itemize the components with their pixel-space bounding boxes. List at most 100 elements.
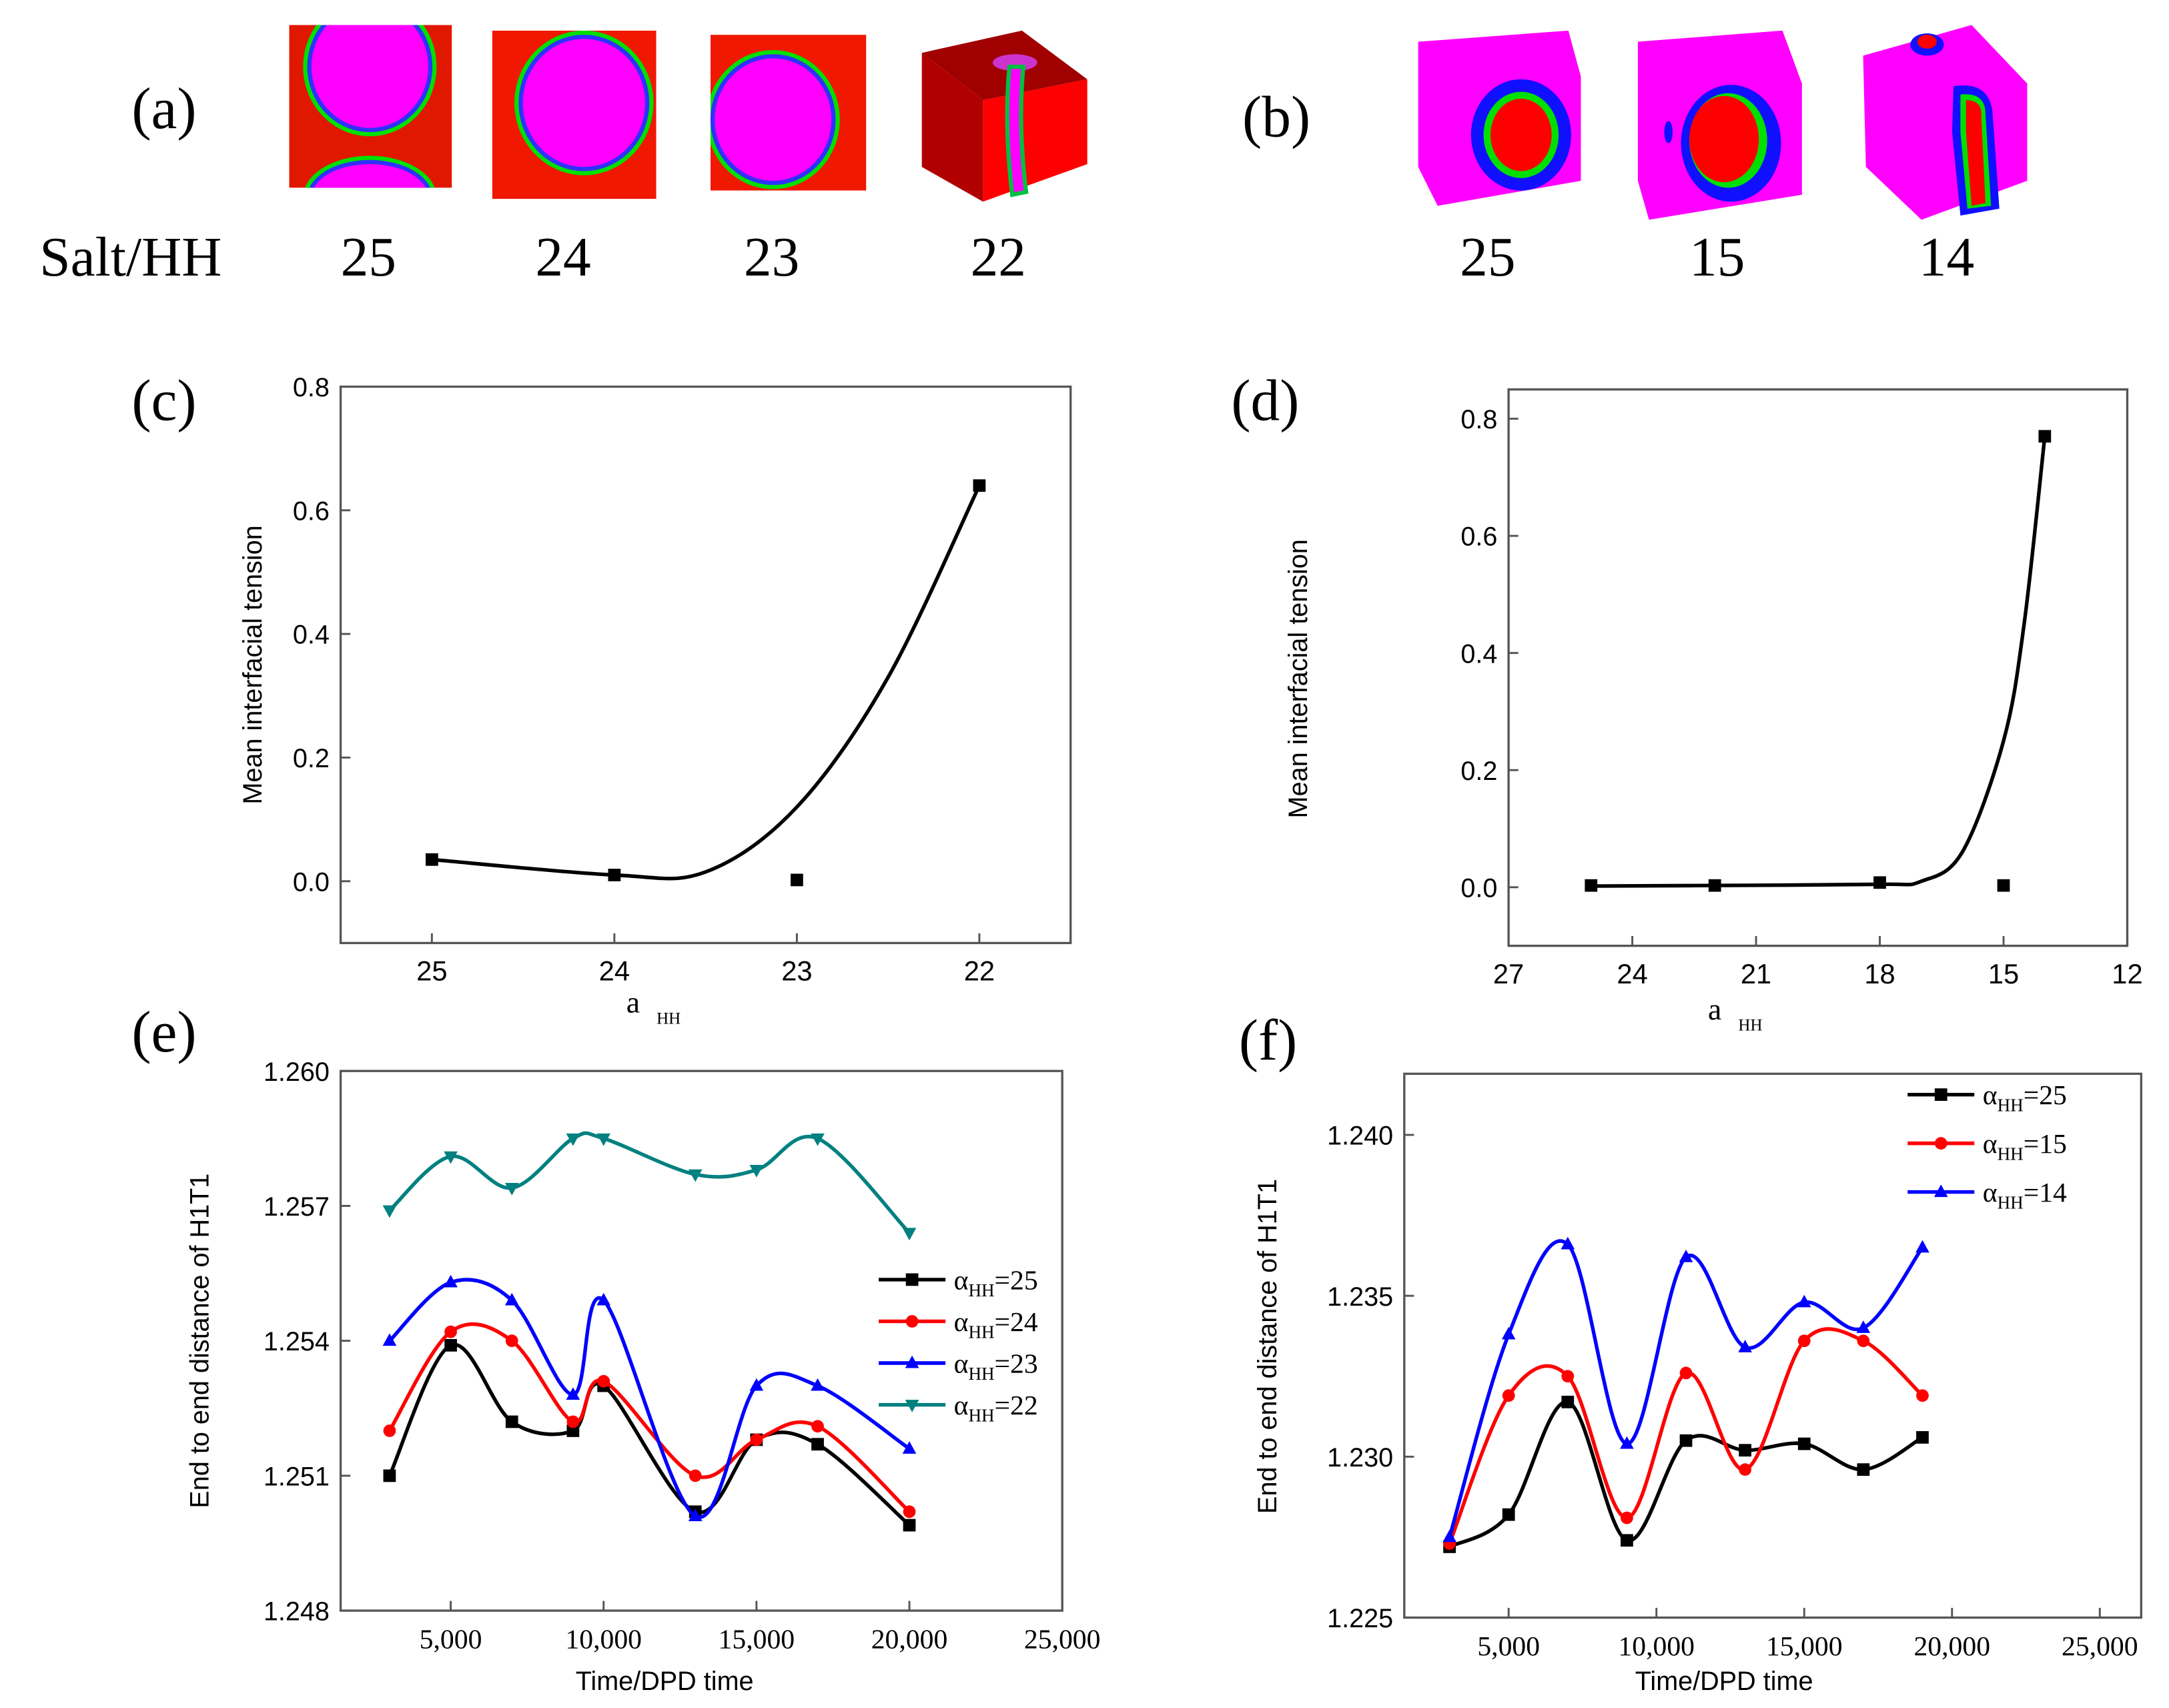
- data-point: [1738, 1340, 1752, 1352]
- legend-symbol: α: [1983, 1178, 1998, 1208]
- y-tick-label: 1.240: [1327, 1122, 1393, 1151]
- legend-item: αHH=25: [1907, 1080, 2067, 1116]
- y-tick-label: 1.230: [1327, 1443, 1393, 1472]
- y-axis-title: Mean interfacial tension: [238, 525, 268, 804]
- panel-f-label: (f): [1239, 1008, 1297, 1073]
- y-axis-title: Mean interfacial tension: [1284, 539, 1313, 818]
- data-point: [902, 1228, 917, 1241]
- legend-marker: [905, 1273, 919, 1286]
- legend-label: αHH=22: [954, 1390, 1038, 1425]
- series-a25: [383, 1339, 916, 1532]
- legend-subscript: HH: [968, 1364, 994, 1384]
- data-point: [1585, 879, 1598, 892]
- x-axis-title: Time/DPD time: [576, 1667, 754, 1696]
- data-point: [811, 1420, 824, 1433]
- y-tick-label: 1.225: [1327, 1604, 1393, 1633]
- data-point: [597, 1374, 610, 1388]
- panel-a-label: (a): [131, 76, 196, 141]
- data-point: [790, 873, 803, 887]
- data-point: [1916, 1389, 1929, 1402]
- data-point: [1739, 1463, 1752, 1476]
- x-tick-label: 20,000: [1913, 1631, 1990, 1662]
- panel-d-label: (d): [1231, 368, 1299, 433]
- snapshot-image-b-14: [1863, 25, 2028, 220]
- data-point: [973, 479, 986, 492]
- chart-f: (f) 5,000 10,000 15,000 20,000 25,000 1.225 1.2…: [1239, 1008, 2142, 1696]
- data-point: [750, 1433, 763, 1446]
- x-tick-label: 20,000: [871, 1624, 948, 1655]
- legend-value: =25: [995, 1266, 1038, 1296]
- data-point: [505, 1334, 518, 1348]
- snapshot-value: 22: [971, 227, 1026, 288]
- snapshot-value: 15: [1689, 227, 1745, 288]
- data-point: [1739, 1444, 1752, 1457]
- x-tick-label: 24: [1617, 958, 1647, 989]
- x-tick-label: 27: [1493, 958, 1524, 989]
- legend-symbol: α: [1983, 1080, 1998, 1111]
- snapshot-value: 23: [744, 227, 799, 288]
- data-point: [444, 1151, 458, 1164]
- x-tick-label: 10,000: [1618, 1631, 1695, 1662]
- series-a25: [1443, 1395, 1929, 1553]
- y-tick-label: 0.8: [293, 373, 330, 402]
- data-point: [749, 1164, 764, 1178]
- legend-value: =15: [2024, 1129, 2067, 1160]
- charts: (c) 25 24 23 22 0.0 0.2 0.4 0.6 0.8 a HH Mean interf…: [131, 368, 2142, 1696]
- legend-item: αHH=15: [1907, 1129, 2067, 1164]
- data-point: [1857, 1334, 1870, 1348]
- y-tick-label: 1.251: [264, 1462, 330, 1491]
- data-point: [1679, 1366, 1693, 1380]
- series-line: [1448, 1327, 1924, 1545]
- snapshot-image-b-15: [1637, 30, 1802, 220]
- legend-item: αHH=22: [879, 1390, 1038, 1426]
- y-tick-label: 1.260: [264, 1057, 330, 1087]
- x-tick-label: 25: [416, 955, 447, 987]
- series-line: [1448, 1239, 1924, 1538]
- legend-item: αHH=23: [879, 1349, 1038, 1384]
- legend-symbol: α: [1983, 1129, 1998, 1160]
- data-point: [504, 1182, 519, 1196]
- x-tick-label: 24: [599, 955, 630, 987]
- data-point: [1679, 1250, 1693, 1262]
- data-point: [383, 1424, 396, 1437]
- data-point: [689, 1469, 702, 1482]
- data-point: [1561, 1236, 1575, 1250]
- data-point: [1620, 1436, 1634, 1449]
- y-tick-label: 1.248: [264, 1597, 330, 1627]
- data-point: [1561, 1370, 1575, 1383]
- series-a23: [382, 1274, 917, 1522]
- y-tick-label: 0.0: [1460, 873, 1497, 903]
- series-tension: [425, 479, 986, 887]
- plot-frame: [1403, 1072, 2142, 1619]
- legend-value: =14: [2024, 1178, 2067, 1208]
- y-tick-label: 0.8: [1460, 405, 1497, 434]
- data-point: [688, 1169, 703, 1182]
- series-line: [1591, 436, 2047, 888]
- snapshot-image-a-25: [289, 25, 452, 188]
- x-tick-label: 25,000: [2062, 1631, 2138, 1662]
- data-point: [2038, 430, 2052, 443]
- x-axis-title-subscript: HH: [657, 1009, 681, 1027]
- snapshot-value: 25: [341, 227, 396, 288]
- chart-c: (c) 25 24 23 22 0.0 0.2 0.4 0.6 0.8 a HH Mean interf…: [131, 368, 1072, 1027]
- legend-marker: [905, 1400, 919, 1412]
- data-point: [382, 1205, 397, 1218]
- y-tick-label: 1.235: [1327, 1282, 1393, 1312]
- x-axis-title: Time/DPD time: [1635, 1667, 1813, 1696]
- legend-label: αHH=15: [1983, 1129, 2067, 1164]
- x-tick-label: 21: [1741, 958, 1771, 989]
- legend-subscript: HH: [968, 1280, 994, 1300]
- chart-e: (e) 5,000 10,000 15,000 20,000 25,000 1.248 1.2…: [131, 999, 1100, 1696]
- data-point: [1502, 1508, 1515, 1521]
- legend-item: αHH=24: [879, 1307, 1038, 1342]
- data-point: [444, 1339, 457, 1352]
- legend-marker: [1933, 1184, 1948, 1198]
- data-point: [596, 1292, 611, 1306]
- chart-d: (d) 27 24 21 18 15 12 0.0 0.2 0.4 0.6 0.8 a HH Mean in…: [1231, 368, 2142, 1035]
- snapshot-value: 14: [1919, 227, 1974, 288]
- data-point: [1997, 879, 2010, 892]
- series-line: [432, 484, 981, 881]
- panel-a: (a) Salt/HH 25 24 23 22: [39, 25, 1088, 288]
- data-point: [566, 1133, 580, 1146]
- y-tick-label: 0.2: [293, 744, 330, 773]
